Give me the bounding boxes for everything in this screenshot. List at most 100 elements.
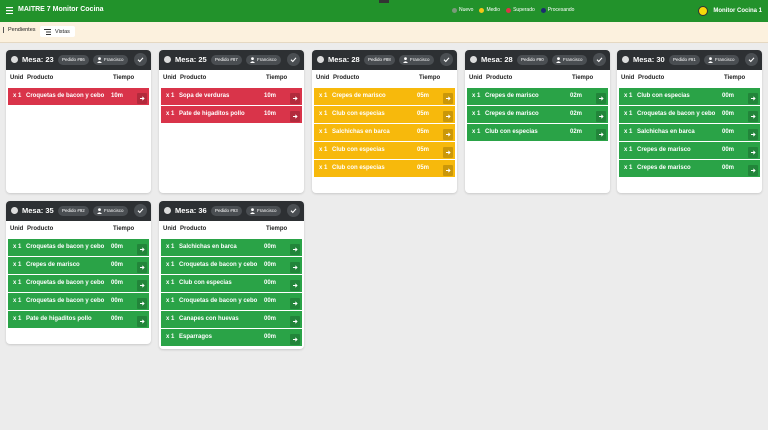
item-row[interactable]: x 1 Pate de higaditos pollo 00m: [8, 311, 149, 328]
person-icon: [403, 57, 408, 63]
item-row[interactable]: x 1 Croquetas de bacon y cebo 00m: [161, 293, 302, 310]
item-advance[interactable]: [596, 129, 606, 140]
item-qty: x 1: [624, 147, 633, 153]
column-header: Unid Producto Tiempo: [6, 221, 151, 237]
complete-button[interactable]: [287, 204, 300, 217]
item-row[interactable]: x 1 Crepes de marisco 02m: [467, 88, 608, 105]
complete-button[interactable]: [287, 53, 300, 66]
column-label: Producto: [27, 226, 54, 232]
item-row[interactable]: x 1 Salchichas en barca 00m: [619, 124, 760, 141]
item-product: Salchichas en barca: [179, 244, 237, 250]
menu-icon[interactable]: [6, 7, 13, 14]
notch: [379, 0, 389, 3]
item-advance[interactable]: [137, 262, 147, 273]
item-row[interactable]: x 1 Salchichas en barca 05m: [314, 124, 455, 141]
arrow-icon: [751, 150, 756, 155]
order-number: Pedido #93: [211, 206, 242, 216]
table-icon: [622, 56, 629, 63]
waiter: Francisco: [552, 55, 587, 65]
item-advance[interactable]: [290, 244, 300, 255]
item-advance[interactable]: [290, 111, 300, 122]
tab-viewed[interactable]: Vistas: [40, 26, 75, 37]
tab-pending[interactable]: Pendientes: [3, 27, 36, 33]
item-advance[interactable]: [443, 93, 453, 104]
item-advance[interactable]: [748, 129, 758, 140]
item-advance[interactable]: [290, 316, 300, 327]
item-advance[interactable]: [137, 298, 147, 309]
person-icon: [250, 57, 255, 63]
item-product: Club con especias: [332, 165, 385, 171]
item-time: 05m: [417, 165, 430, 171]
item-row[interactable]: x 1 Croquetas de bacon y cebo 10m: [8, 88, 149, 105]
item-row[interactable]: x 1 Sopa de verduras 10m: [161, 88, 302, 105]
item-row[interactable]: x 1 Salchichas en barca 00m: [161, 239, 302, 256]
complete-button[interactable]: [593, 53, 606, 66]
item-row[interactable]: x 1 Club con especias 05m: [314, 142, 455, 159]
item-advance[interactable]: [137, 280, 147, 291]
item-product: Club con especias: [485, 129, 538, 135]
item-row[interactable]: x 1 Club con especias 05m: [314, 106, 455, 123]
item-row[interactable]: x 1 Crepes de marisco 02m: [467, 106, 608, 123]
item-row[interactable]: x 1 Club con especias 02m: [467, 124, 608, 141]
item-row[interactable]: x 1 Crepes de marisco 05m: [314, 88, 455, 105]
item-row[interactable]: x 1 Pate de higaditos pollo 10m: [161, 106, 302, 123]
item-advance[interactable]: [596, 93, 606, 104]
legend-label: Superado: [513, 7, 535, 13]
item-advance[interactable]: [443, 111, 453, 122]
waiter: Francisco: [246, 206, 281, 216]
item-product: Salchichas en barca: [332, 129, 390, 135]
item-advance[interactable]: [290, 262, 300, 273]
item-row[interactable]: x 1 Club con especias 05m: [314, 160, 455, 177]
item-row[interactable]: x 1 Croquetas de bacon y cebo 00m: [161, 257, 302, 274]
item-advance[interactable]: [137, 316, 147, 327]
table-icon: [164, 207, 171, 214]
item-row[interactable]: x 1 Crepes de marisco 00m: [8, 257, 149, 274]
item-advance[interactable]: [137, 93, 147, 104]
check-icon: [596, 57, 603, 63]
item-product: Sopa de verduras: [179, 93, 230, 99]
item-row[interactable]: x 1 Crepes de marisco 00m: [619, 160, 760, 177]
item-product: Croquetas de bacon y cebo: [179, 298, 258, 304]
person-icon: [250, 208, 255, 214]
item-time: 10m: [264, 111, 277, 117]
item-time: 00m: [264, 334, 277, 340]
item-advance[interactable]: [137, 244, 147, 255]
person-icon: [97, 208, 102, 214]
item-time: 00m: [264, 316, 277, 322]
item-product: Crepes de marisco: [637, 147, 691, 153]
arrow-icon: [140, 319, 145, 324]
complete-button[interactable]: [134, 53, 147, 66]
item-advance[interactable]: [443, 147, 453, 158]
item-row[interactable]: x 1 Croquetas de bacon y cebo 00m: [8, 239, 149, 256]
item-advance[interactable]: [596, 111, 606, 122]
item-qty: x 1: [13, 280, 22, 286]
item-row[interactable]: x 1 Club con especias 00m: [619, 88, 760, 105]
item-row[interactable]: x 1 Crepes de marisco 00m: [619, 142, 760, 159]
item-row[interactable]: x 1 Club con especias 00m: [161, 275, 302, 292]
item-row[interactable]: x 1 Croquetas de bacon y cebo 00m: [8, 293, 149, 310]
item-advance[interactable]: [443, 165, 453, 176]
arrow-icon: [140, 247, 145, 252]
item-qty: x 1: [13, 93, 22, 99]
item-advance[interactable]: [443, 129, 453, 140]
device[interactable]: Monitor Cocina 1: [698, 6, 762, 16]
complete-button[interactable]: [745, 53, 758, 66]
complete-button[interactable]: [440, 53, 453, 66]
arrow-icon: [293, 319, 298, 324]
complete-button[interactable]: [134, 204, 147, 217]
item-advance[interactable]: [748, 111, 758, 122]
column-header: Unid Producto Tiempo: [465, 70, 610, 86]
legend-item: Superado: [506, 7, 535, 13]
item-row[interactable]: x 1 Croquetas de bacon y cebo 00m: [8, 275, 149, 292]
item-advance[interactable]: [290, 334, 300, 345]
item-row[interactable]: x 1 Canapes con huevas 00m: [161, 311, 302, 328]
item-row[interactable]: x 1 Croquetas de bacon y cebo 00m: [619, 106, 760, 123]
item-advance[interactable]: [290, 298, 300, 309]
item-time: 00m: [264, 262, 277, 268]
item-advance[interactable]: [748, 165, 758, 176]
item-advance[interactable]: [290, 93, 300, 104]
item-row[interactable]: x 1 Esparragos 00m: [161, 329, 302, 346]
item-advance[interactable]: [748, 93, 758, 104]
item-advance[interactable]: [290, 280, 300, 291]
item-advance[interactable]: [748, 147, 758, 158]
